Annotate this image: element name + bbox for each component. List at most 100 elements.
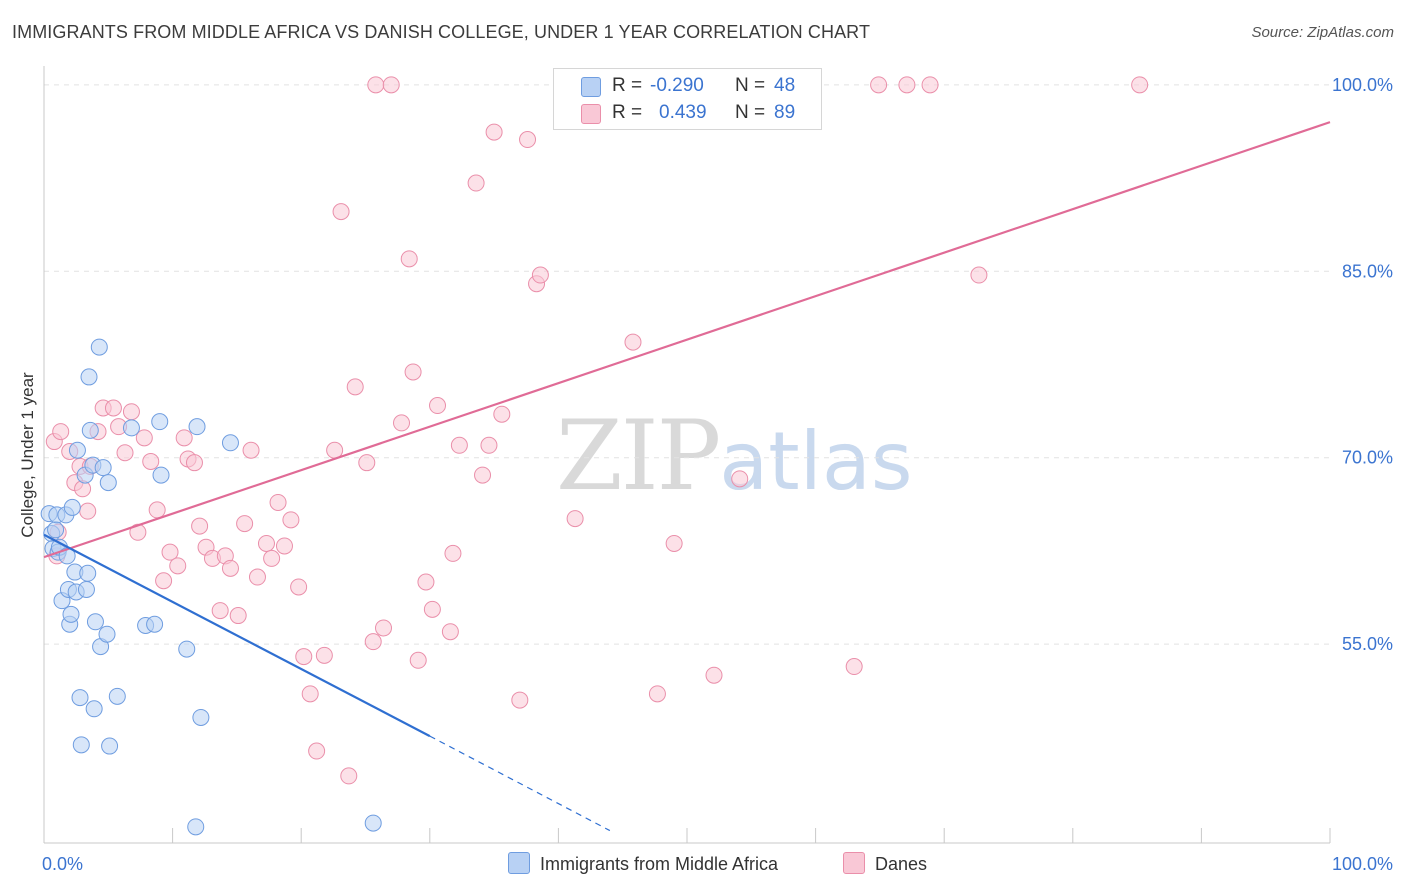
point-danes [404,363,422,381]
point-danes [400,250,418,268]
point-middle-africa [72,736,90,754]
y-tick-label: 85.0% [1342,261,1393,281]
point-danes [375,619,393,637]
point-danes [263,549,281,567]
point-danes [116,444,134,462]
point-middle-africa [101,737,119,755]
watermark-atlas: atlas [719,415,913,508]
point-danes [79,502,97,520]
point-danes [566,510,584,528]
point-danes [221,559,239,577]
point-danes [474,466,492,484]
legend-row-middle-africa: R = -0.290 N = 48 [554,73,821,99]
point-middle-africa [90,338,108,356]
trendline-danes [43,121,1331,559]
point-danes [236,515,254,533]
point-danes [870,76,888,94]
legend-r-label: R = [612,75,643,96]
point-danes [423,600,441,618]
point-danes [122,403,140,421]
point-middle-africa [94,459,112,477]
zipatlas-watermark: ZIPatlas [556,400,913,512]
point-middle-africa [47,521,65,539]
point-middle-africa [86,613,104,631]
point-middle-africa [85,700,103,718]
point-danes [104,399,122,417]
point-danes [358,454,376,472]
point-danes [257,534,275,552]
point-danes [185,454,203,472]
point-danes [135,429,153,447]
grid-layer [44,84,1330,645]
point-danes [480,436,498,454]
point-danes [1131,76,1149,94]
legend-swatch-blue [581,77,601,97]
point-middle-africa [63,498,81,516]
point-danes [155,572,173,590]
point-danes [242,441,260,459]
legend-label-danes: Danes [875,854,928,874]
point-middle-africa [151,413,169,431]
point-middle-africa [71,689,89,707]
point-danes [511,691,529,709]
point-middle-africa [108,687,126,705]
point-middle-africa [68,441,86,459]
point-danes [175,429,193,447]
legend-swatch-pink [581,104,601,124]
point-danes [191,517,209,535]
point-middle-africa [98,625,116,643]
point-danes [705,666,723,684]
legend-item-middle-africa: Immigrants from Middle Africa [508,852,778,875]
legend-r-value: -0.290 [650,75,704,96]
legend-item-danes: Danes [843,852,927,875]
point-middle-africa [364,814,382,832]
point-danes [269,493,287,511]
point-middle-africa [178,640,196,658]
point-danes [485,123,503,141]
legend-n-label: N = [735,102,766,123]
point-danes [970,266,988,284]
point-middle-africa [146,615,164,633]
point-danes [315,646,333,664]
point-danes [275,537,293,555]
point-danes [340,767,358,785]
point-middle-africa [79,564,97,582]
point-middle-africa [192,708,210,726]
trend-layer [43,121,1331,832]
point-middle-africa [122,419,140,437]
legend-label-middle-africa: Immigrants from Middle Africa [540,854,779,874]
legend-swatch-blue [508,852,530,874]
point-middle-africa [187,818,205,836]
point-danes [921,76,939,94]
point-danes [845,658,863,676]
point-danes [417,573,435,591]
point-danes [382,76,400,94]
point-danes [493,405,511,423]
point-danes [648,685,666,703]
point-danes [665,534,683,552]
point-danes [52,423,70,441]
point-middle-africa [80,368,98,386]
source-label: Source: ZipAtlas.com [1251,24,1394,41]
point-danes [248,568,266,586]
point-danes [211,602,229,620]
point-danes [346,378,364,396]
point-danes [229,607,247,625]
legend-row-danes: R = 0.439 N = 89 [554,100,821,126]
point-danes [429,397,447,415]
point-danes [142,452,160,470]
point-danes [467,174,485,192]
point-middle-africa [77,580,95,598]
correlation-legend: R = -0.290 N = 48 R = 0.439 N = 89 [553,68,822,130]
legend-r-label: R = [612,102,643,123]
point-danes [295,648,313,666]
trendline-middle-africa [43,533,431,738]
point-danes [531,266,549,284]
x-tick-label: 100.0% [1332,854,1393,874]
legend-n-value: 48 [774,75,796,96]
legend-r-value: 0.439 [659,102,707,123]
point-danes [332,203,350,221]
legend-swatch-pink [843,852,865,874]
point-danes [444,544,462,562]
y-tick-label: 70.0% [1342,448,1393,468]
